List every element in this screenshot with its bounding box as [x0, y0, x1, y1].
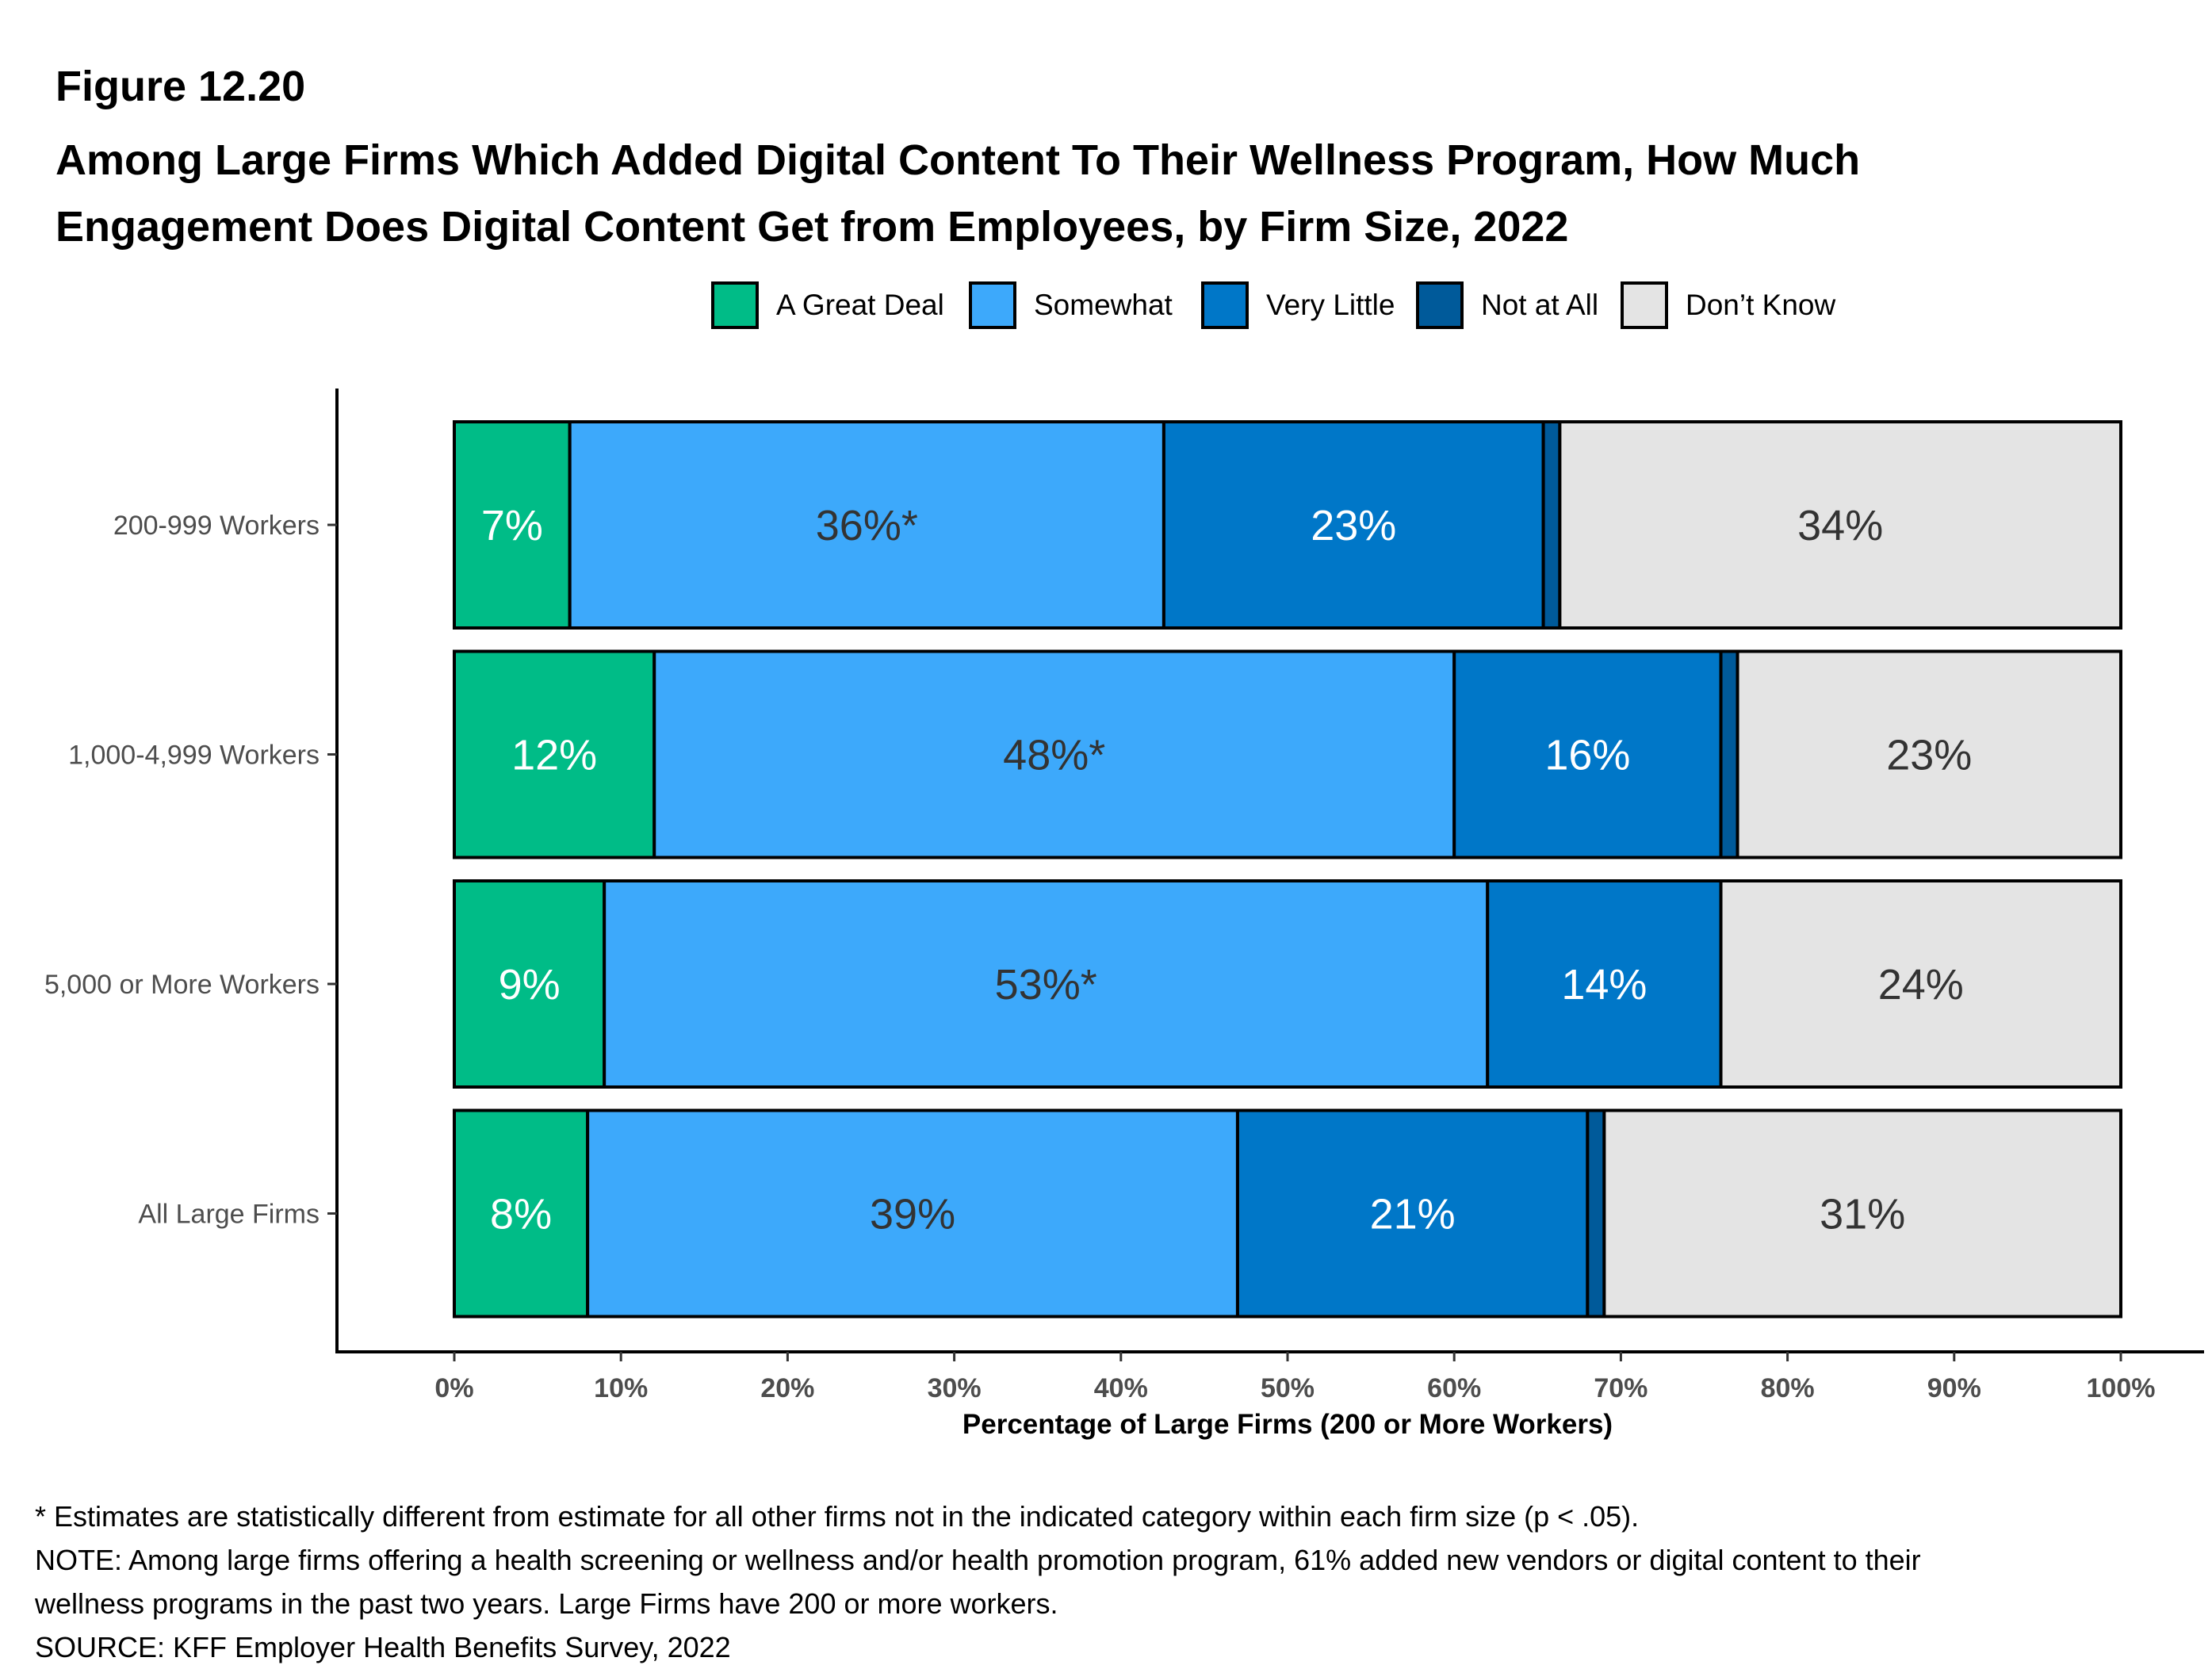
data-label: 8% — [490, 1191, 552, 1238]
data-label: 24% — [1878, 961, 1964, 1009]
bar-segment — [603, 879, 1490, 1089]
bar-segment — [1736, 649, 2123, 859]
x-tick-label: 30% — [928, 1373, 982, 1403]
bar-segment — [1719, 879, 2123, 1089]
x-tick-label: 80% — [1761, 1373, 1815, 1403]
bar-segment — [653, 649, 1456, 859]
x-tick-label: 90% — [1927, 1373, 1981, 1403]
data-label: 48%* — [1003, 732, 1105, 779]
legend-item-very-little: Very Little — [1201, 278, 1395, 333]
x-tick-label: 10% — [594, 1373, 648, 1403]
x-axis-title: Percentage of Large Firms (200 or More W… — [962, 1409, 1613, 1440]
data-label: 16% — [1544, 732, 1630, 779]
x-tick-label: 20% — [760, 1373, 814, 1403]
legend-item-a-great-deal: A Great Deal — [711, 278, 944, 333]
legend-label: Don’t Know — [1686, 289, 1836, 321]
data-label: 36%* — [816, 502, 918, 549]
y-tick-label: 5,000 or More Workers — [44, 970, 320, 1000]
x-tick-label: 50% — [1261, 1373, 1315, 1403]
x-tick-label: 40% — [1094, 1373, 1148, 1403]
bar-segment — [1719, 649, 1739, 859]
x-tick-label: 60% — [1427, 1373, 1481, 1403]
figure-number: Figure 12.20 — [55, 63, 306, 110]
x-tick-label: 70% — [1594, 1373, 1648, 1403]
bar-segment — [1452, 649, 1723, 859]
y-tick-label: All Large Firms — [138, 1200, 320, 1230]
data-label: 14% — [1561, 961, 1647, 1009]
legend-swatch — [1416, 281, 1464, 329]
bar-segment — [1541, 420, 1562, 630]
data-label: 21% — [1370, 1191, 1456, 1238]
bar-segment — [1161, 420, 1545, 630]
bar-segment — [1558, 420, 2122, 630]
legend-label: Very Little — [1266, 289, 1395, 321]
bar-segment — [453, 649, 656, 859]
footnote-source: SOURCE: KFF Employer Health Benefits Sur… — [35, 1631, 731, 1663]
data-label: 12% — [511, 732, 597, 779]
y-tick-label: 1,000-4,999 Workers — [68, 741, 320, 771]
bar-segment — [453, 879, 607, 1089]
chart-title: Among Large Firms Which Added Digital Co… — [55, 127, 2157, 260]
legend-swatch — [969, 281, 1016, 329]
legend-item-dont-know: Don’t Know — [1621, 278, 1835, 333]
data-label: 23% — [1311, 502, 1396, 549]
stacked-bar-chart: 0% 10% 20% 30% 40% 50% 60% 70% 80% 90% 100% Percent… — [44, 389, 2204, 1440]
legend-item-somewhat: Somewhat — [969, 278, 1173, 333]
bar-segment — [1486, 879, 1723, 1089]
footnote-significance: * Estimates are statistically different … — [35, 1500, 1640, 1533]
legend-label: Somewhat — [1034, 289, 1173, 321]
legend-swatch — [1201, 281, 1249, 329]
y-tick-label: 200-999 Workers — [113, 511, 320, 541]
bar-segment — [586, 1108, 1239, 1319]
data-label: 9% — [499, 961, 561, 1009]
data-label: 39% — [870, 1191, 955, 1238]
data-label: 23% — [1886, 732, 1972, 779]
bar-segment — [568, 420, 1165, 630]
legend-swatch — [1621, 281, 1668, 329]
legend-label: A Great Deal — [776, 289, 944, 321]
x-tick-label: 0% — [434, 1373, 473, 1403]
chart-title-line-1: Among Large Firms Which Added Digital Co… — [55, 136, 1861, 184]
legend: A Great Deal Somewhat Very Little Not at… — [0, 278, 2212, 333]
chart-title-line-2: Engagement Does Digital Content Get from… — [55, 203, 1569, 251]
legend-label: Not at All — [1481, 289, 1599, 321]
bar-segment — [1602, 1108, 2122, 1319]
data-label: 31% — [1820, 1191, 1905, 1238]
footnote-note-line-2: wellness programs in the past two years.… — [35, 1587, 1058, 1620]
data-label: 53%* — [995, 961, 1097, 1009]
bar-segment — [1586, 1108, 1606, 1319]
footnote-note-line-1: NOTE: Among large firms offering a healt… — [35, 1544, 1921, 1576]
footnotes: * Estimates are statistically different … — [35, 1495, 1921, 1669]
data-label: 7% — [481, 502, 543, 549]
legend-swatch — [711, 281, 759, 329]
bar-segment — [453, 1108, 590, 1319]
x-tick-label: 100% — [2087, 1373, 2156, 1403]
data-label: 34% — [1797, 502, 1883, 549]
legend-item-not-at-all: Not at All — [1416, 278, 1598, 333]
